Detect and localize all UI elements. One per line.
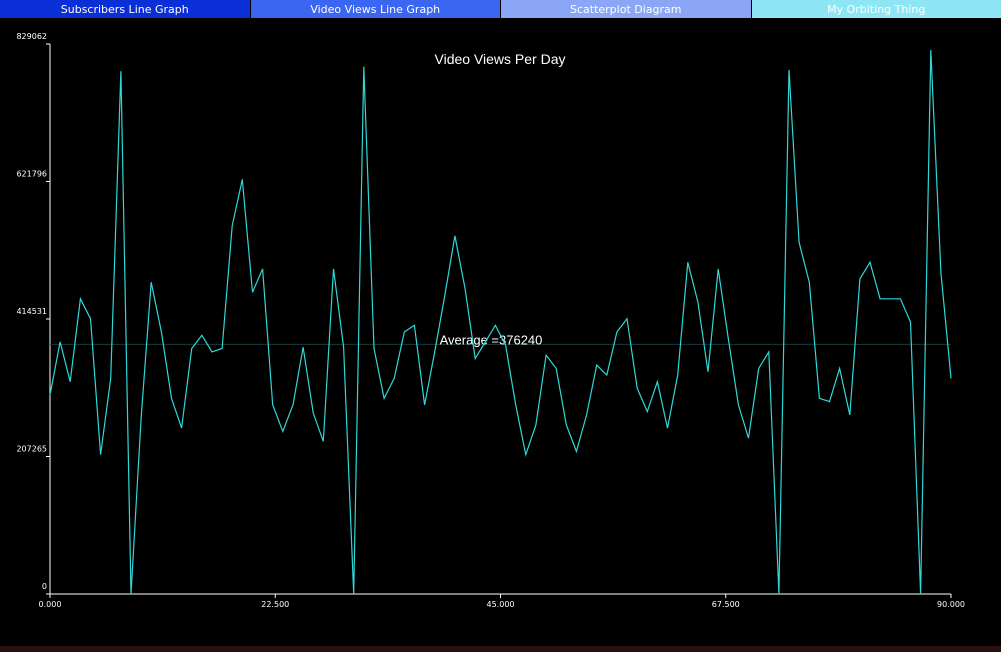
tab-subscribers-line-graph[interactable]: Subscribers Line Graph (0, 0, 251, 18)
y-tick-label: 414531 (16, 307, 47, 316)
x-tick-label: 45.000 (487, 600, 515, 609)
y-axis: 0 207265 414531 621796 829062 (16, 32, 51, 595)
average-label: Average =376240 (440, 332, 543, 347)
y-tick-label: 621796 (16, 170, 47, 179)
y-tick-label: 207265 (16, 445, 47, 454)
x-tick-label: 90.000 (937, 600, 965, 609)
series-line (49, 49, 952, 595)
tab-bar: Subscribers Line Graph Video Views Line … (0, 0, 1001, 18)
video-views-chart: 0 207265 414531 621796 829062 0.000 22.500 45.… (16, 32, 965, 609)
tab-my-orbiting-thing[interactable]: My Orbiting Thing (751, 0, 1001, 18)
tab-scatterplot-diagram[interactable]: Scatterplot Diagram (501, 0, 752, 18)
bottom-strip (0, 646, 1001, 652)
chart-title: Video Views Per Day (435, 51, 566, 67)
x-axis: 0.000 22.500 45.000 67.500 90.000 (39, 593, 965, 609)
y-tick-label: 0 (42, 582, 47, 591)
average-group: Average =376240 (50, 332, 951, 347)
series-group (49, 49, 952, 595)
y-tick-label: 829062 (16, 32, 47, 41)
x-tick-label: 67.500 (712, 600, 740, 609)
x-tick-label: 22.500 (261, 600, 289, 609)
x-tick-label: 0.000 (39, 600, 62, 609)
tab-video-views-line-graph[interactable]: Video Views Line Graph (250, 0, 501, 18)
